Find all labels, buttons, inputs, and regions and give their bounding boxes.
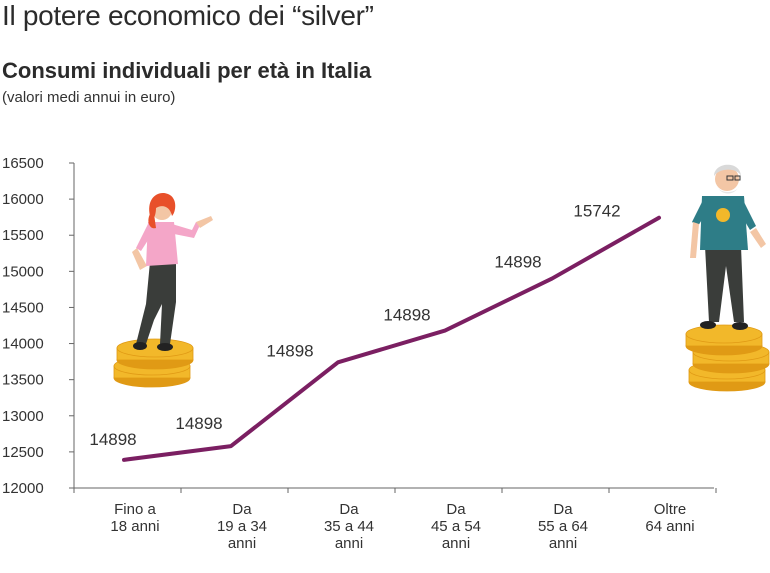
chart-axes [69, 162, 717, 493]
woman-figure [132, 192, 213, 351]
y-tick-label: 12500 [2, 444, 44, 461]
x-tick-label: Da 35 a 44 anni [324, 501, 374, 552]
x-axis-labels: Fino a 18 anni Da 19 a 34 anni Da 35 a 44 anni D… [110, 501, 694, 552]
y-axis-labels: 12000 12500 13000 13500 14000 14500 15000 15500… [2, 155, 44, 497]
data-label: 15742 [573, 202, 620, 221]
headline: Il potere economico dei “silver” [2, 0, 374, 31]
data-label: 14898 [175, 414, 222, 433]
coin-stack-right [685, 324, 770, 392]
x-tick-label: Da 55 a 64 anni [538, 501, 588, 552]
man-on-coins-illustration [685, 164, 770, 392]
data-label: 14898 [266, 341, 313, 360]
y-tick-label: 13500 [2, 372, 44, 389]
series-line [122, 215, 661, 462]
y-tick-label: 16000 [2, 191, 44, 208]
y-tick-label: 14500 [2, 299, 44, 316]
y-tick-label: 12000 [2, 480, 44, 497]
x-tick-label: Oltre 64 anni [645, 501, 694, 535]
man-figure [690, 164, 766, 330]
y-tick-label: 13000 [2, 408, 44, 425]
woman-on-coins-illustration [113, 192, 213, 388]
data-label: 14898 [383, 306, 430, 325]
x-tick-label: Da 19 a 34 anni [217, 501, 267, 552]
y-tick-label: 14000 [2, 336, 44, 353]
coin-stack-left [113, 338, 194, 388]
data-label: 14898 [89, 430, 136, 449]
y-tick-label: 16500 [2, 155, 44, 172]
data-label: 14898 [494, 253, 541, 272]
y-tick-label: 15000 [2, 263, 44, 280]
x-tick-label: Da 45 a 54 anni [431, 501, 481, 552]
x-tick-label: Fino a 18 anni [110, 501, 159, 535]
chart-subtitle: (valori medi annui in euro) [2, 89, 176, 106]
chart-title: Consumi individuali per età in Italia [2, 58, 372, 83]
data-labels: 14898 14898 14898 14898 14898 15742 [89, 202, 620, 449]
y-tick-label: 15500 [2, 227, 44, 244]
